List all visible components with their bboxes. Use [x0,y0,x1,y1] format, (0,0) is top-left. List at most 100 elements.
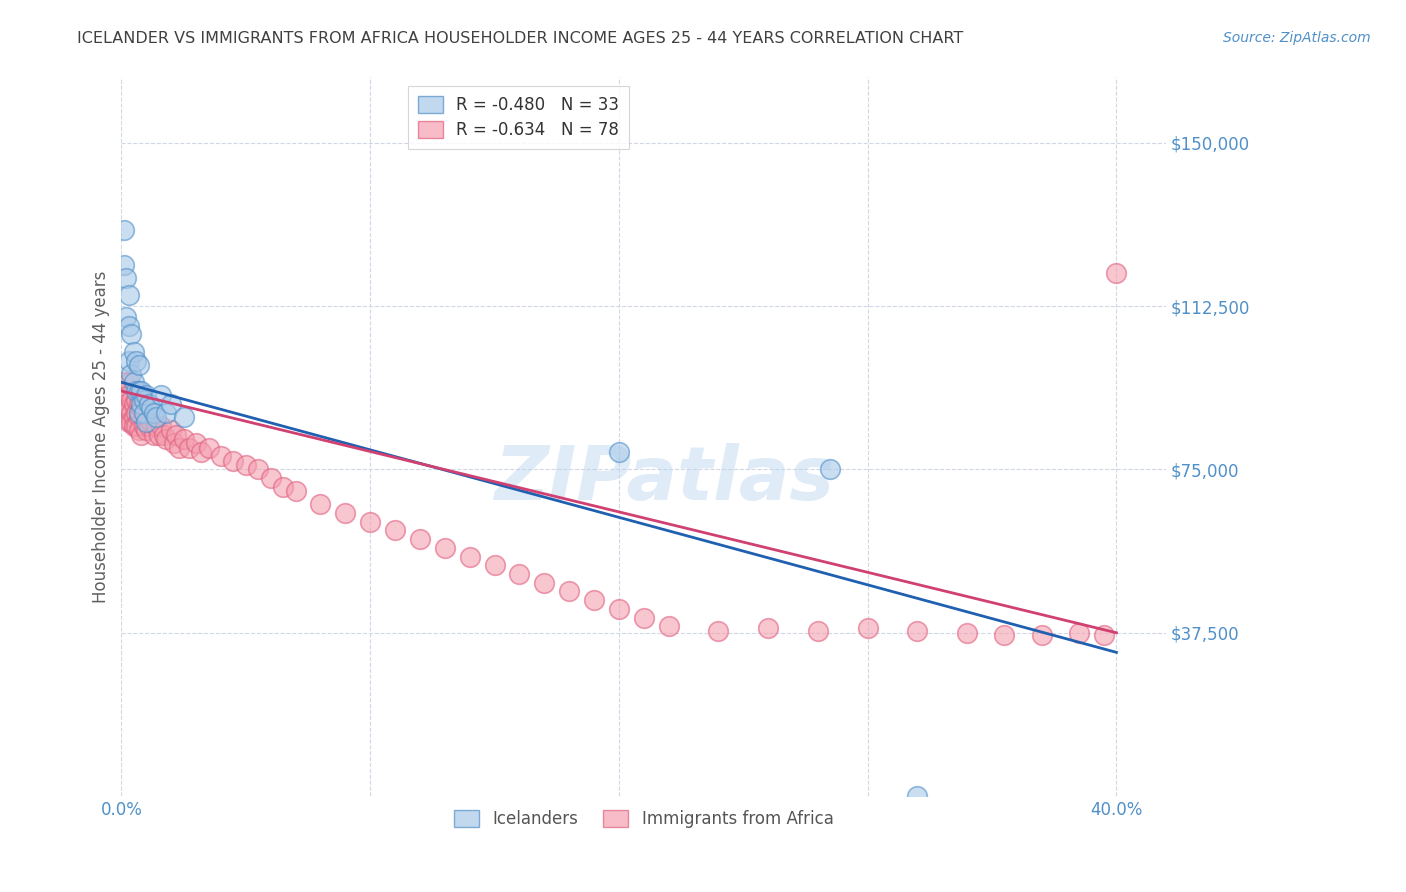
Point [125,384,148,398]
Point [807,624,830,638]
Point [993,628,1015,642]
Point [148,427,170,442]
Point [184,436,207,450]
Point [135,415,157,429]
Point [150,418,173,433]
Text: Source: ZipAtlas.com: Source: ZipAtlas.com [1223,31,1371,45]
Point [956,625,979,640]
Point [118,288,141,302]
Point [433,541,456,555]
Point [118,388,141,402]
Point [756,621,779,635]
Point [1031,628,1053,642]
Point [120,406,142,420]
Point [508,566,530,581]
Point [271,480,294,494]
Point [125,353,148,368]
Point [633,610,655,624]
Point [115,310,138,324]
Point [558,584,581,599]
Point [125,406,148,420]
Point [115,270,138,285]
Point [150,388,173,402]
Point [235,458,257,472]
Point [115,406,138,420]
Legend: Icelanders, Immigrants from Africa: Icelanders, Immigrants from Africa [447,803,841,835]
Point [155,432,177,446]
Point [197,441,219,455]
Point [128,423,150,437]
Point [132,392,155,407]
Point [1092,628,1115,642]
Point [142,427,165,442]
Point [607,602,630,616]
Point [141,401,163,416]
Point [132,418,155,433]
Point [122,376,145,390]
Point [120,392,142,407]
Point [118,415,141,429]
Point [160,423,183,437]
Point [165,427,187,442]
Point [173,410,195,425]
Point [167,441,190,455]
Point [209,450,232,464]
Point [125,418,148,433]
Point [112,401,135,416]
Point [359,515,381,529]
Point [112,392,135,407]
Point [131,384,153,398]
Point [125,392,148,407]
Point [135,410,157,425]
Point [128,410,150,425]
Point [128,358,150,372]
Point [856,621,879,635]
Point [145,418,167,433]
Point [155,406,177,420]
Point [122,410,145,425]
Point [177,441,200,455]
Point [820,462,842,476]
Point [222,454,245,468]
Point [118,376,141,390]
Point [163,436,186,450]
Point [152,427,174,442]
Point [132,406,155,420]
Point [122,344,145,359]
Point [145,410,167,425]
Point [131,401,153,416]
Point [118,401,141,416]
Text: ICELANDER VS IMMIGRANTS FROM AFRICA HOUSEHOLDER INCOME AGES 25 - 44 YEARS CORREL: ICELANDER VS IMMIGRANTS FROM AFRICA HOUS… [77,31,963,46]
Point [115,384,138,398]
Point [115,397,138,411]
Point [160,397,183,411]
Text: ZIPatlas: ZIPatlas [495,443,835,516]
Point [131,397,153,411]
Point [128,397,150,411]
Point [309,497,332,511]
Point [284,484,307,499]
Point [583,593,606,607]
Point [335,506,357,520]
Point [132,406,155,420]
Point [658,619,681,633]
Point [138,397,160,411]
Point [173,432,195,446]
Point [131,427,153,442]
Point [384,524,406,538]
Point [409,532,432,546]
Point [122,418,145,433]
Point [484,558,506,573]
Point [1067,625,1090,640]
Point [120,415,142,429]
Point [142,406,165,420]
Point [260,471,283,485]
Point [122,397,145,411]
Point [607,445,630,459]
Point [907,624,929,638]
Point [138,418,160,433]
Point [141,415,163,429]
Point [1105,267,1128,281]
Point [120,367,142,381]
Point [907,789,929,803]
